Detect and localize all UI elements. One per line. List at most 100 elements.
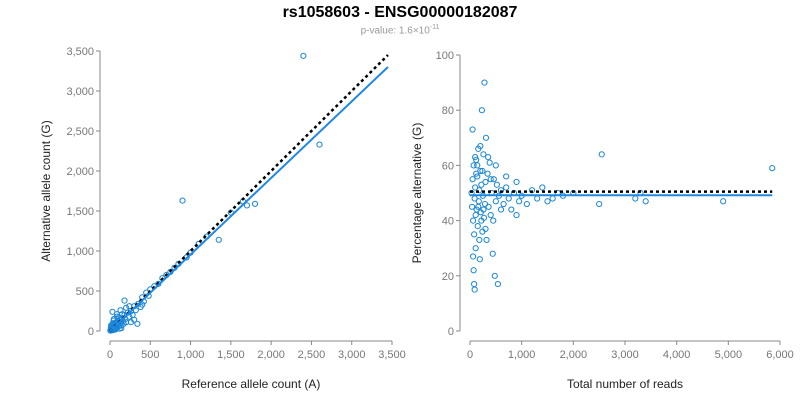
data-point <box>474 162 481 169</box>
data-point <box>474 223 481 230</box>
data-point <box>469 126 476 133</box>
data-point <box>126 303 133 310</box>
y-tick-label: 500 <box>76 286 94 298</box>
data-point <box>118 325 125 332</box>
y-tick-label: 2,000 <box>66 166 94 178</box>
data-point <box>523 200 530 208</box>
x-tick-label: 1,000 <box>508 349 536 361</box>
x-tick-label: 3,000 <box>338 349 366 361</box>
data-point <box>179 197 186 204</box>
data-point <box>479 167 486 175</box>
x-tick-label: 3,000 <box>611 349 639 361</box>
data-point <box>487 176 494 183</box>
y-tick-label: 100 <box>436 50 454 62</box>
y-tick-label: 0 <box>448 326 454 338</box>
y-axis-label: Percentage alternative (G) <box>410 123 424 264</box>
data-point <box>478 107 485 114</box>
data-point <box>478 217 485 224</box>
x-tick-label: 6,000 <box>766 349 794 361</box>
x-tick-label: 2,500 <box>298 349 326 361</box>
y-tick-label: 2,500 <box>66 126 94 138</box>
data-point <box>481 200 489 208</box>
data-point <box>482 134 490 141</box>
fit-line <box>109 66 389 332</box>
p-value-text: p-value: 1.6×10 <box>360 25 430 37</box>
data-point <box>485 203 492 210</box>
data-point <box>515 198 523 205</box>
x-axis-label: Reference allele count (A) <box>182 377 321 391</box>
data-point <box>491 272 498 279</box>
chart-subtitle: p-value: 1.6×10-11 <box>0 24 800 36</box>
data-point <box>490 176 497 183</box>
data-point <box>108 322 115 329</box>
data-point <box>492 198 499 205</box>
chart-title: rs1058603 - ENSG00000182087 <box>282 4 518 21</box>
data-point <box>215 236 222 243</box>
data-point <box>598 151 605 158</box>
data-point <box>472 184 479 191</box>
y-tick-label: 40 <box>442 216 454 228</box>
data-point <box>470 253 477 260</box>
data-point <box>490 217 497 224</box>
data-point <box>476 236 483 244</box>
data-point <box>477 142 484 150</box>
data-point <box>471 286 478 293</box>
data-point <box>483 236 490 244</box>
data-point <box>539 184 546 191</box>
data-point <box>117 307 124 314</box>
data-point <box>534 195 541 202</box>
data-point <box>470 217 477 224</box>
data-point <box>472 154 479 161</box>
x-tick-label: 4,000 <box>663 349 691 361</box>
data-point <box>478 181 485 188</box>
data-point <box>468 203 476 210</box>
data-point <box>470 162 477 169</box>
x-tick-label: 3,500 <box>378 349 406 361</box>
data-point <box>596 200 603 208</box>
data-point <box>110 317 117 324</box>
data-point <box>471 280 478 288</box>
data-point <box>497 206 505 213</box>
y-tick-label: 1,500 <box>66 206 94 218</box>
y-axis-label: Alternative allele count (G) <box>39 120 53 261</box>
data-point <box>480 206 487 213</box>
y-tick-label: 3,000 <box>66 86 94 98</box>
x-tick-label: 0 <box>107 349 113 361</box>
data-point <box>470 267 477 274</box>
data-point <box>503 173 510 180</box>
data-point <box>494 280 501 288</box>
y-tick-label: 3,500 <box>66 46 94 58</box>
left-panel: 0 500 1,000 1,500 2,000 2,500 3,000 3,500 0 500 1,… <box>39 46 406 391</box>
data-point <box>549 195 556 202</box>
data-point <box>251 200 259 207</box>
x-axis-label: Total number of reads <box>567 377 683 391</box>
data-point <box>486 159 493 166</box>
x-tick-label: 1,500 <box>217 349 245 361</box>
data-point <box>508 206 515 213</box>
data-point <box>720 198 727 205</box>
x-tick-label: 5,000 <box>715 349 743 361</box>
data-point <box>642 198 649 205</box>
data-point <box>113 311 120 318</box>
y-tick-label: 20 <box>442 271 454 283</box>
data-point <box>482 225 489 232</box>
data-point <box>484 170 491 177</box>
data-point <box>492 162 499 169</box>
data-point <box>123 304 130 311</box>
data-point <box>484 154 492 161</box>
data-point <box>500 200 507 208</box>
data-point <box>316 141 323 148</box>
y-tick-label: 60 <box>442 160 454 172</box>
data-point <box>544 198 551 205</box>
data-point <box>472 211 479 219</box>
x-tick-label: 0 <box>467 349 473 361</box>
data-point <box>121 297 128 304</box>
data-point <box>472 245 479 252</box>
data-point <box>513 211 520 219</box>
data-point <box>115 314 122 321</box>
data-point <box>505 195 512 202</box>
data-point <box>513 178 520 186</box>
y-tick-label: 80 <box>442 105 454 117</box>
